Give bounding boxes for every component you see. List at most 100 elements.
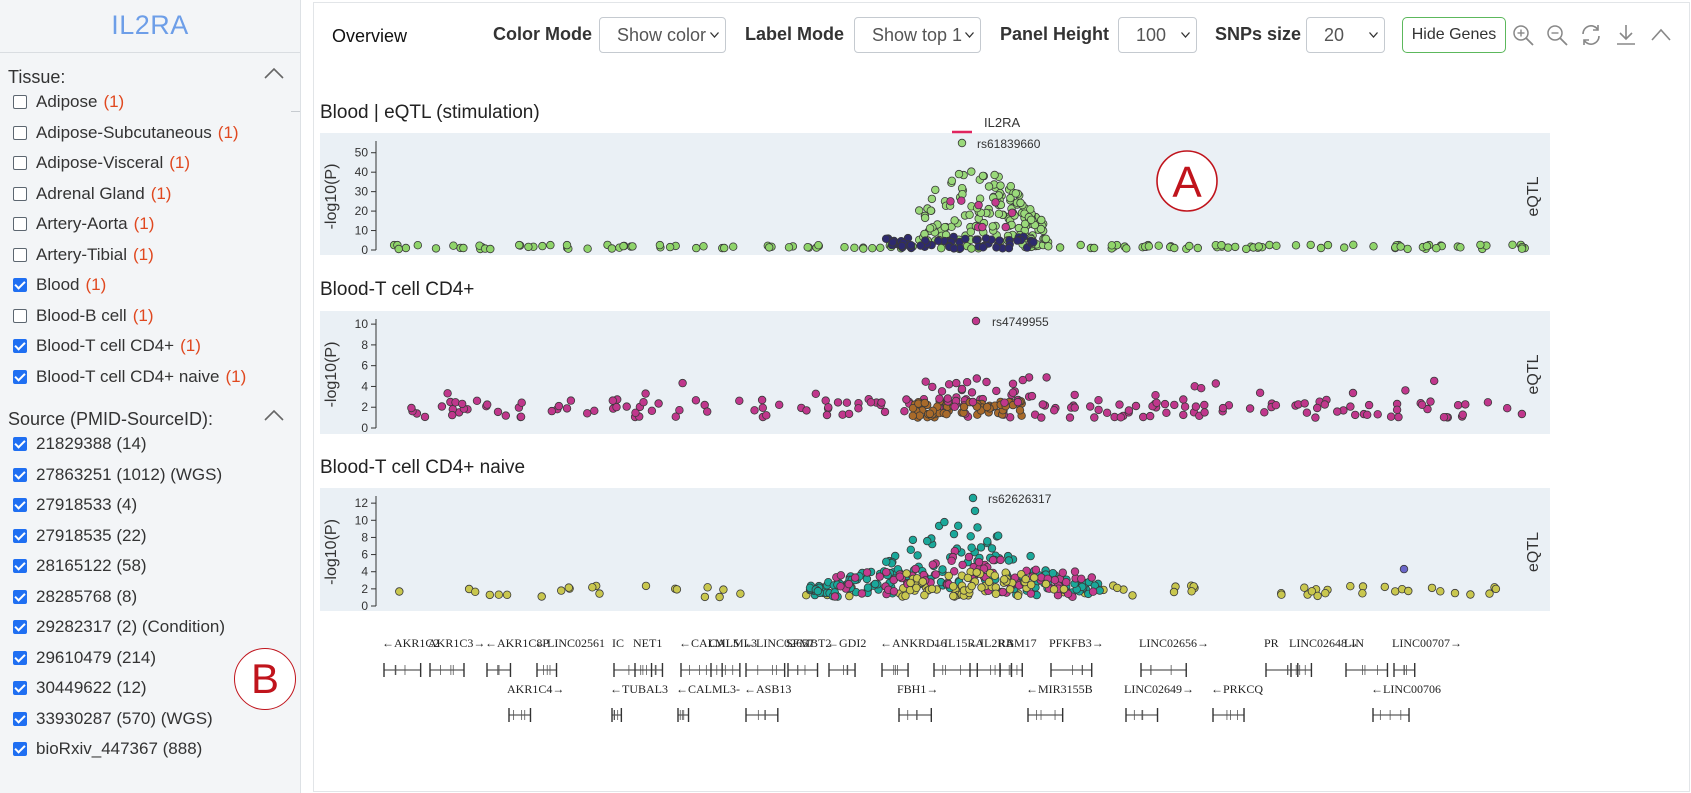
tissue-checkbox[interactable] [13,95,27,110]
source-checkbox[interactable] [13,589,27,604]
source-item[interactable]: 28285768 (8) [0,582,300,613]
source-checkbox[interactable] [13,650,27,665]
source-item[interactable]: 27918533 (4) [0,490,300,521]
source-item[interactable]: 21829388 (14) [0,429,300,460]
tissue-checkbox[interactable] [13,339,27,354]
snp-point [974,200,983,210]
snp-point [882,557,891,566]
snp-point [1006,181,1015,191]
snp-point [1277,590,1286,599]
source-checkbox[interactable] [13,711,27,726]
source-item[interactable]: 30449622 (12) [0,673,300,704]
y-tick-label: 10 [355,224,369,238]
snp-point [992,243,1001,252]
gene-label: PR [1264,636,1279,650]
snp-point [715,592,724,602]
tissue-item[interactable]: Adipose-Visceral (1) [0,148,300,179]
snp-point [965,210,974,219]
snp-point [1041,234,1051,243]
snp-point [562,240,572,250]
snp-point [619,241,628,251]
hide-genes-button[interactable]: Hide Genes [1402,17,1506,53]
snp-point [949,529,959,539]
label-mode-select[interactable]: Show top 1 [854,17,981,53]
snp-point [735,396,744,405]
snp-point [1323,240,1333,250]
snp-point [757,395,767,405]
tissue-checkbox[interactable] [13,217,27,232]
tissue-item[interactable]: Blood (1) [0,270,300,301]
source-item[interactable]: 29282317 (2) (Condition) [0,612,300,643]
color-mode-select[interactable]: Show color [599,17,726,53]
snp-point [1200,400,1209,410]
snp-point [765,243,774,252]
snp-point [900,407,909,416]
source-checkbox[interactable] [13,498,27,513]
tissue-checkbox[interactable] [13,369,27,384]
snp-point [1179,395,1188,404]
snps-size-select[interactable]: 20 [1306,17,1385,53]
tissue-checkbox[interactable] [13,308,27,323]
tissue-item[interactable]: Adipose (1) [0,87,300,118]
tissue-checkbox[interactable] [13,156,27,171]
source-checkbox[interactable] [13,742,27,757]
snp-point [703,407,712,416]
y-tick-label: 10 [355,317,369,331]
panel-height-select[interactable]: 100 [1118,17,1197,53]
zoom-out-icon[interactable] [1545,23,1569,47]
snp-point [1483,398,1493,407]
snp-point [822,410,832,420]
tissue-checkbox[interactable] [13,247,27,262]
tissue-item[interactable]: Artery-Aorta (1) [0,209,300,240]
snp-point [950,216,959,225]
tissue-checkbox[interactable] [13,186,27,201]
tissue-scrollbar[interactable] [291,111,300,112]
tissue-item[interactable]: Blood-B cell (1) [0,301,300,332]
tissue-item[interactable]: Blood-T cell CD4+ naive (1) [0,362,300,393]
snp-point [459,243,468,253]
snp-point [1307,587,1317,596]
source-checkbox[interactable] [13,528,27,543]
tissue-section-header[interactable]: Tissue: [0,53,300,87]
snp-point [974,558,984,567]
chevron-up-icon[interactable] [264,67,284,79]
source-item[interactable]: 28165122 (58) [0,551,300,582]
snp-point [1139,412,1148,422]
tissue-checkbox[interactable] [13,278,27,293]
tissue-item[interactable]: Adrenal Gland (1) [0,179,300,210]
snp-point [407,403,416,413]
tissue-item[interactable]: Adipose-Subcutaneous (1) [0,118,300,149]
tissue-checkbox[interactable] [13,125,27,140]
snp-point [556,586,566,595]
snp-point [845,591,854,601]
snp-point [957,384,967,394]
source-item[interactable]: 33930287 (570) (WGS) [0,704,300,735]
snp-point [538,241,547,251]
source-checkbox[interactable] [13,620,27,635]
snp-point [1021,574,1030,584]
chevron-up-icon[interactable] [264,409,284,421]
snp-point [628,242,637,251]
y-tick-label: 20 [355,204,369,218]
tissue-item[interactable]: Blood-T cell CD4+ (1) [0,331,300,362]
chevron-up-icon[interactable] [1649,23,1673,47]
source-checkbox[interactable] [13,437,27,452]
source-item[interactable]: bioRxiv_447367 (888) [0,734,300,765]
snp-point [881,234,891,243]
source-checkbox[interactable] [13,467,27,482]
source-label: 27918533 (4) [36,495,138,515]
source-checkbox[interactable] [13,681,27,696]
zoom-in-icon[interactable] [1511,23,1535,47]
snp-point [486,244,495,254]
panel-height-label: Panel Height [1000,24,1110,44]
source-item[interactable]: 27918535 (22) [0,521,300,552]
source-item[interactable]: 27863251 (1012) (WGS) [0,460,300,491]
source-section-header[interactable]: Source (PMID-SourceID): [0,395,300,429]
source-checkbox[interactable] [13,559,27,574]
download-icon[interactable] [1614,23,1638,47]
tissue-item[interactable]: Artery-Tibial (1) [0,240,300,271]
source-item[interactable]: 29610479 (214) [0,643,300,674]
snp-point [1065,413,1075,422]
refresh-icon[interactable] [1579,23,1603,47]
snp-point [908,411,917,420]
